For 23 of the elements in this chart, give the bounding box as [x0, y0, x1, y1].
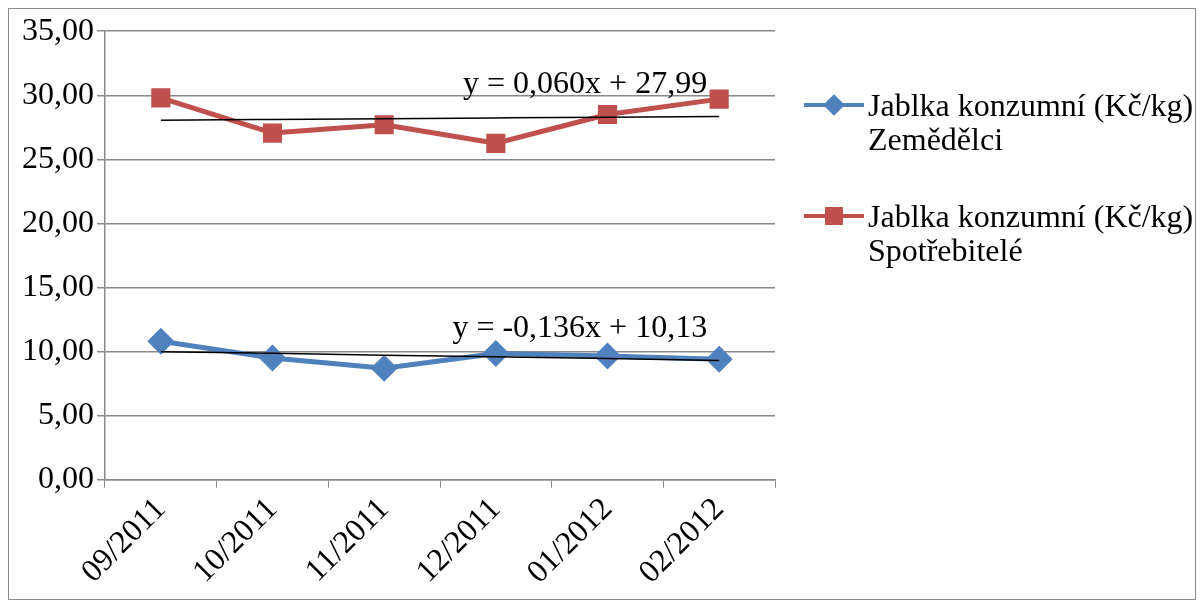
y-tick-label: 5,00: [38, 395, 94, 432]
legend-label: Jablka konzumní (Kč/kg) Spotřebitelé: [868, 198, 1194, 268]
point: [483, 340, 509, 366]
point: [709, 89, 729, 109]
y-tick-label: 20,00: [22, 202, 94, 239]
y-tick-label: 25,00: [22, 138, 94, 175]
point: [262, 123, 283, 143]
y-tick-label: 30,00: [22, 74, 94, 111]
point: [260, 345, 285, 371]
point: [595, 343, 620, 369]
y-tick-label: 10,00: [22, 330, 94, 367]
annotation: y = -0,136x + 10,13: [452, 307, 708, 344]
y-tick-label: 35,00: [22, 10, 94, 47]
point: [148, 328, 174, 354]
point: [706, 346, 732, 372]
y-tick-label: 0,00: [38, 459, 94, 496]
point: [374, 115, 394, 135]
point: [371, 355, 397, 381]
annotation: y = 0,060x + 27,99: [463, 63, 708, 100]
point: [151, 88, 171, 108]
legend-label: Jablka konzumní (Kč/kg) Zemědělci: [868, 87, 1194, 157]
y-tick-label: 15,00: [22, 266, 94, 303]
point: [486, 133, 506, 153]
